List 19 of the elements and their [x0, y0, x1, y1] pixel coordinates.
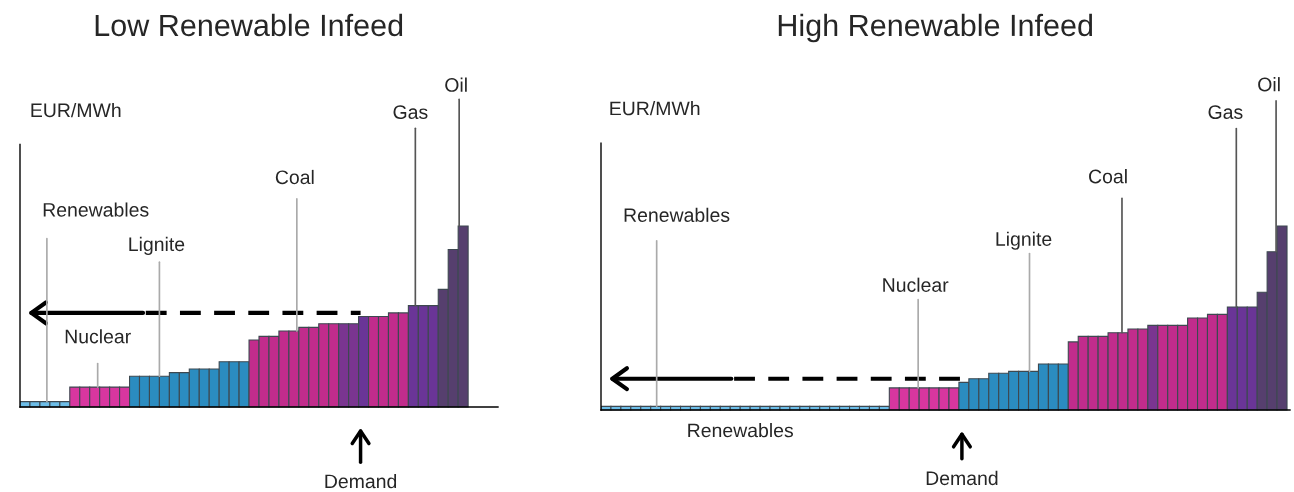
text: Demand: [325, 473, 397, 489]
text: Gas: [393, 105, 428, 119]
y-axis-title: EUR/MWh: [31, 102, 121, 118]
text: Coal: [1089, 169, 1127, 184]
text: Coal: [275, 169, 314, 185]
text: Renewables: [688, 423, 793, 438]
chart-title: Low Renewable Infeed: [95, 13, 403, 37]
annotation: Nuclear: [883, 277, 949, 292]
text: Renewables: [624, 207, 730, 223]
text: Oil: [1258, 77, 1280, 92]
text: Renewables: [43, 202, 149, 217]
text: Gas: [1208, 105, 1243, 119]
annotation: Nuclear: [65, 329, 131, 344]
annotation: Lignite: [129, 236, 185, 255]
chart-title: High Renewable Infeed: [778, 13, 1093, 43]
y-axis-title: EUR/MWh: [610, 101, 700, 116]
text: Oil: [445, 77, 467, 92]
text: Demand: [926, 470, 998, 486]
annotation: Lignite: [996, 231, 1052, 250]
